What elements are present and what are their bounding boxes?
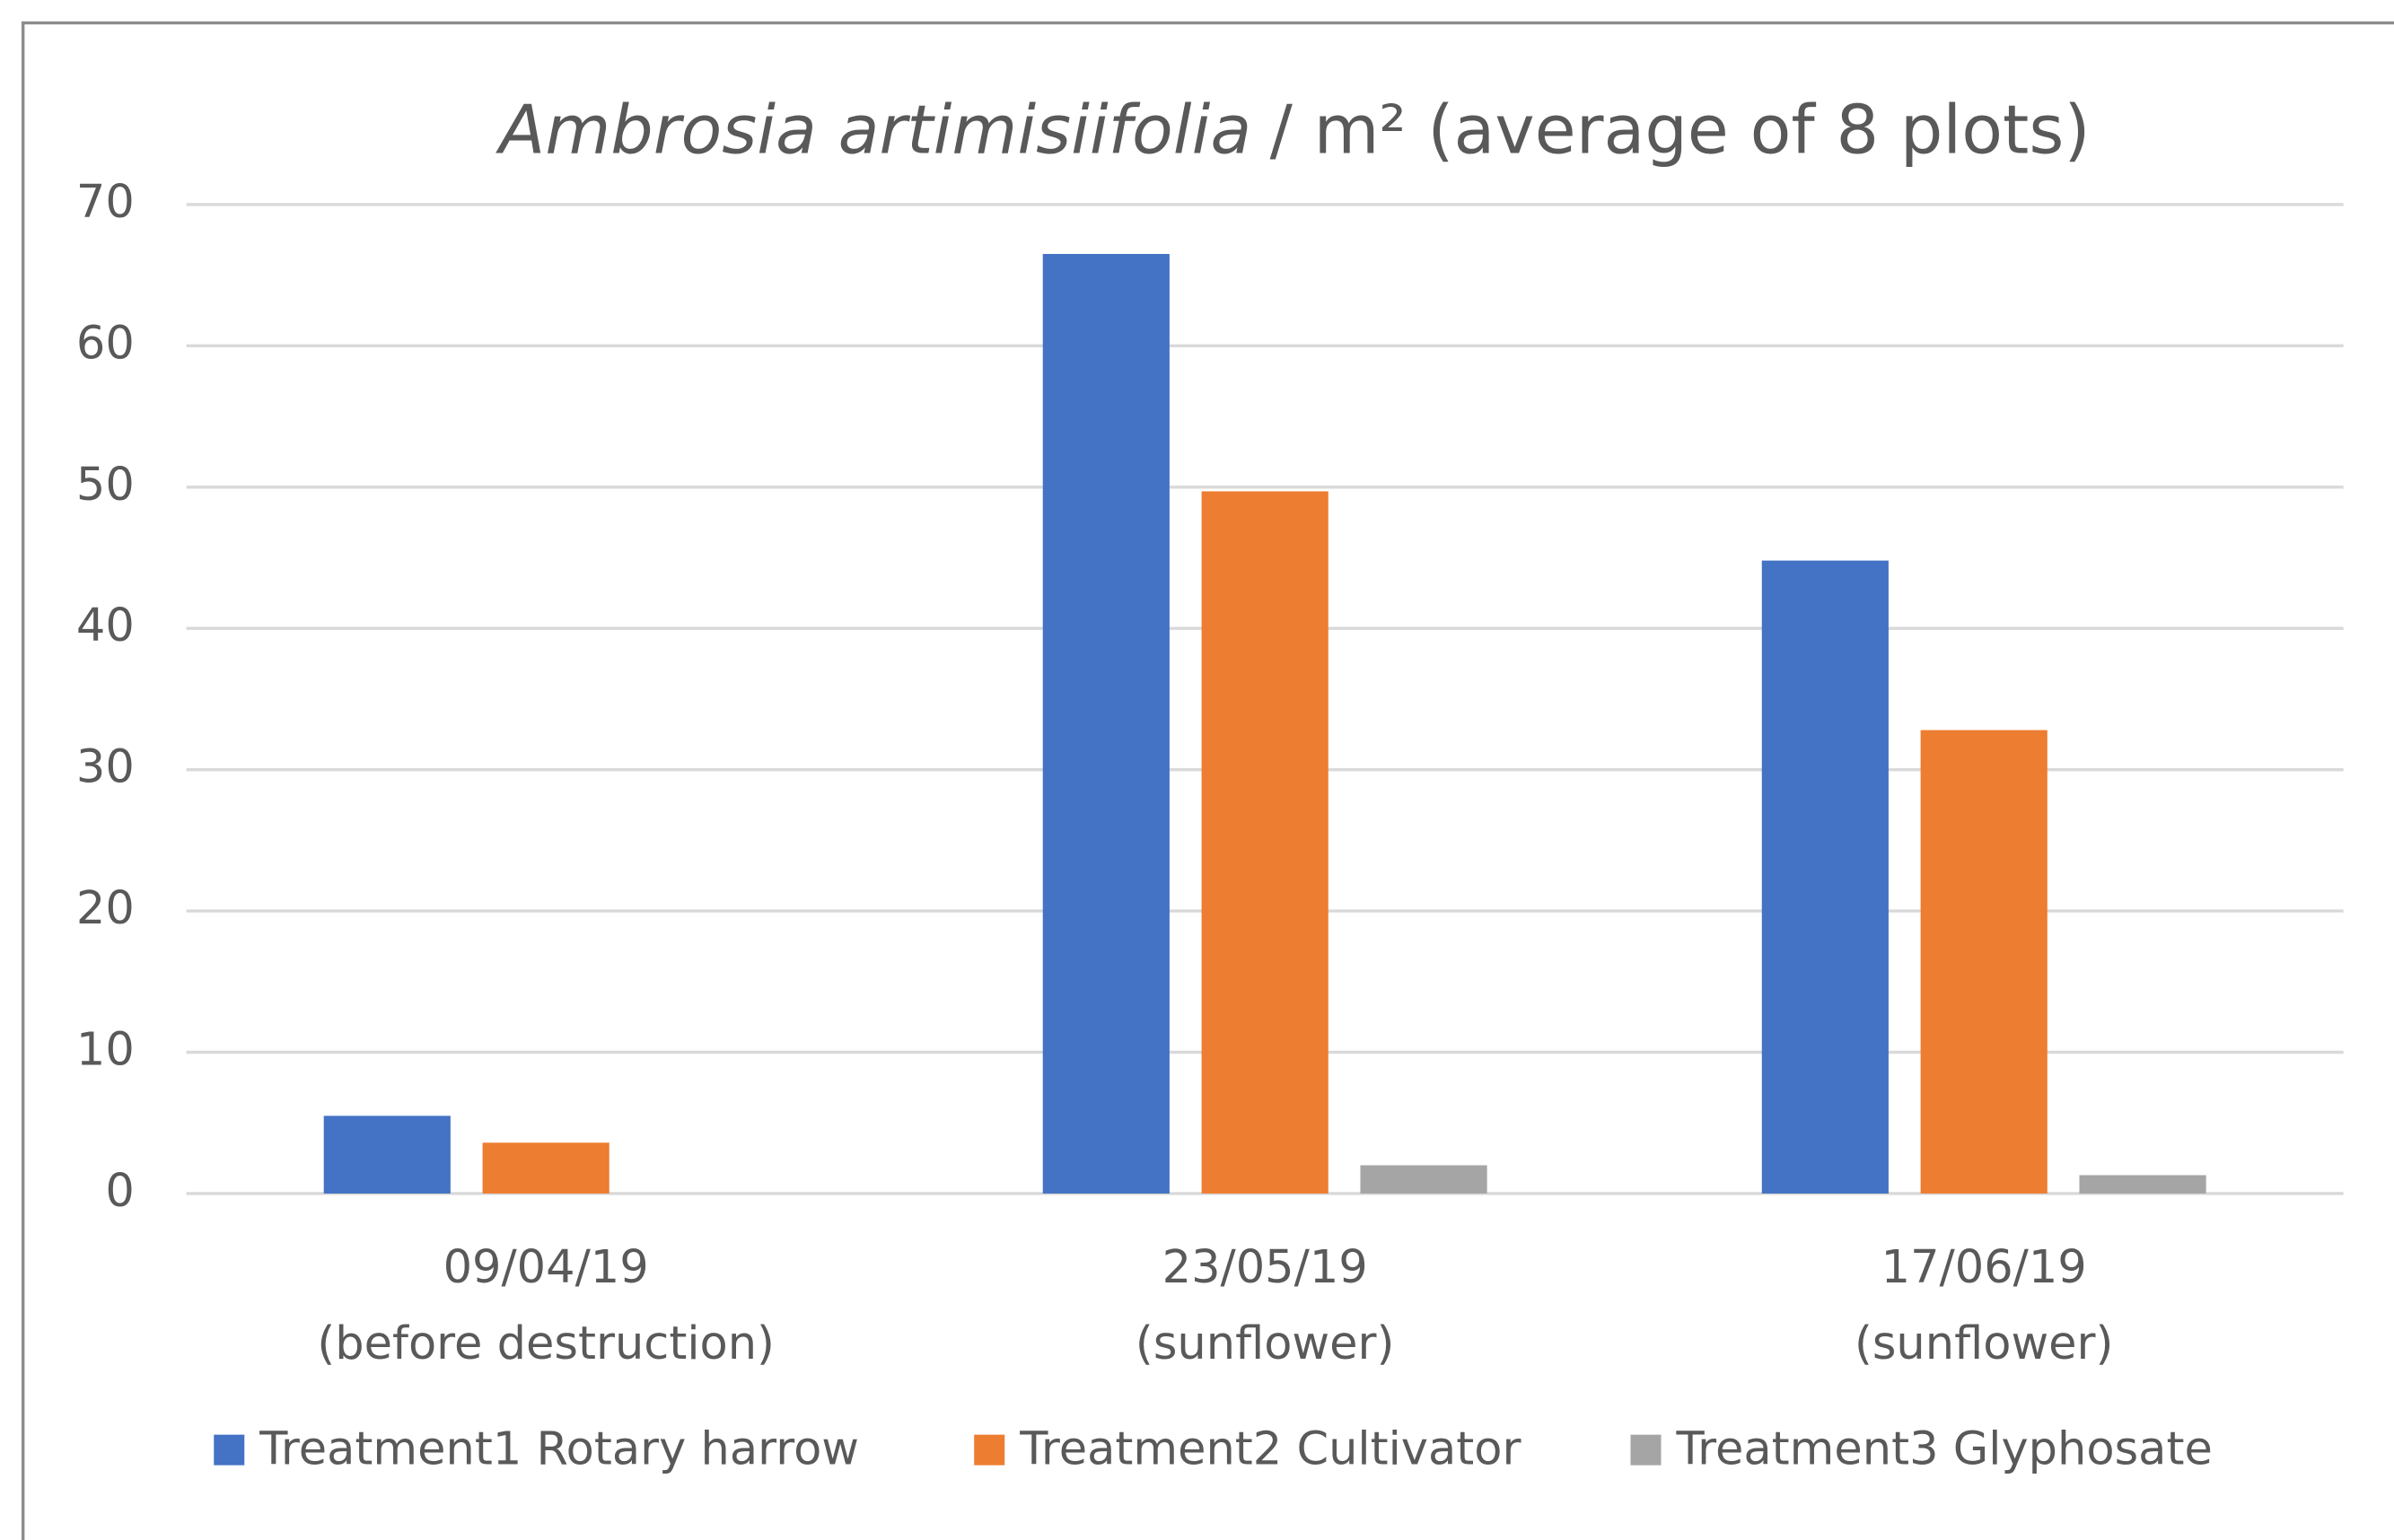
y-tick-label: 40 <box>76 599 135 652</box>
bar <box>1761 560 1889 1194</box>
title-rest: / m² (average of 8 plots) <box>1270 91 2091 169</box>
bar <box>2079 1175 2206 1194</box>
legend-swatch <box>1630 1434 1662 1466</box>
x-tick-label: 17/06/19 <box>1881 1241 2087 1294</box>
y-tick-label: 20 <box>76 882 135 935</box>
bar <box>323 1116 451 1194</box>
y-tick-label: 30 <box>76 741 135 794</box>
legend-label: Treatment3 Glyphosate <box>1676 1422 2213 1475</box>
legend-label: Treatment2 Cultivator <box>1019 1422 1521 1475</box>
y-tick-label: 50 <box>76 459 135 512</box>
bar <box>1360 1165 1487 1194</box>
y-tick-label: 0 <box>105 1165 134 1218</box>
bar <box>1042 253 1170 1194</box>
bar <box>1201 491 1329 1194</box>
bar <box>1920 730 2048 1194</box>
y-tick-label: 60 <box>76 317 135 370</box>
y-tick-label: 70 <box>76 176 135 229</box>
bar <box>482 1142 609 1194</box>
x-tick-label: (before destruction) <box>317 1317 775 1370</box>
x-tick-label: (sunflower) <box>1855 1317 2113 1370</box>
x-tick-label: 09/04/19 <box>443 1241 649 1294</box>
legend-label: Treatment1 Rotary harrow <box>259 1422 859 1475</box>
x-tick-label: 23/05/19 <box>1162 1241 1368 1294</box>
x-tick-label: (sunflower) <box>1136 1317 1394 1370</box>
chart-frame <box>21 21 2394 1540</box>
legend-swatch <box>214 1434 245 1466</box>
y-tick-label: 10 <box>76 1024 135 1077</box>
legend-swatch <box>974 1434 1005 1466</box>
title-species: Ambrosia artimisiifolia <box>495 91 1251 169</box>
chart-title: Ambrosia artimisiifolia / m² (average of … <box>495 91 2090 169</box>
